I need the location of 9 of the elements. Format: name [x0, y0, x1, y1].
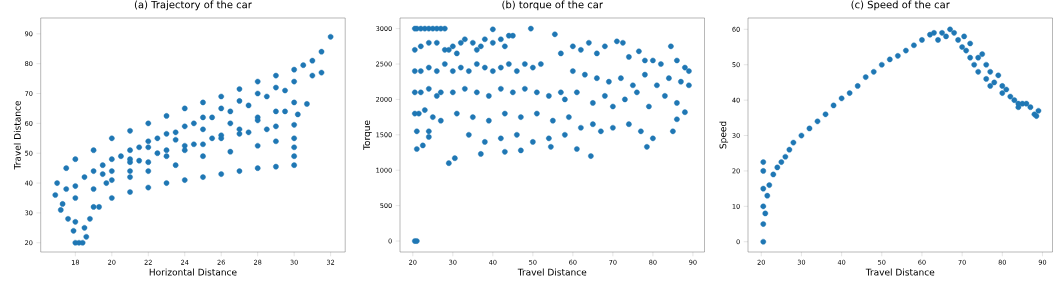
chart-title: (b) torque of the car — [502, 0, 603, 11]
x-axis-title: Horizontal Distance — [149, 268, 237, 276]
x-axis-title: Travel Distance — [517, 268, 587, 276]
y-axis-title: Travel Distance — [13, 100, 21, 170]
y-axis-title: Speed — [719, 121, 729, 149]
chart-title: (a) Trajectory of the car — [134, 0, 252, 11]
chart-title: (c) Speed of the car — [851, 0, 950, 11]
y-axis-title: Torque — [363, 120, 372, 151]
x-axis-title: Travel Distance — [865, 268, 935, 276]
